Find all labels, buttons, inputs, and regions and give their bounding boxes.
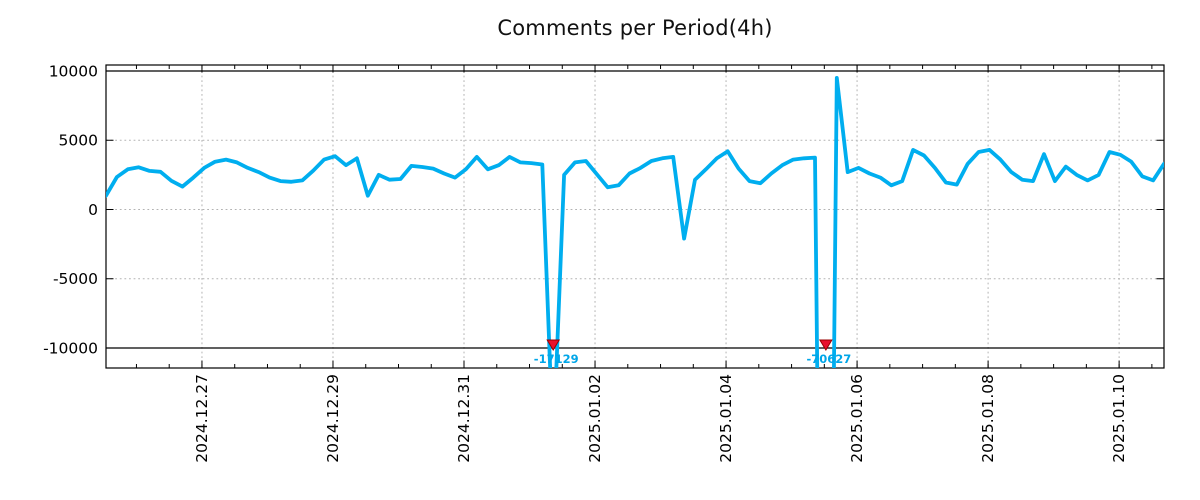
x-tick-label: 2024.12.31 <box>455 374 473 463</box>
y-tick-label: 0 <box>88 201 98 219</box>
y-tick-label: 10000 <box>49 62 98 80</box>
y-tick-label: -10000 <box>43 339 98 357</box>
x-tick-label: 2025.01.02 <box>586 374 604 463</box>
x-tick-label: 2024.12.29 <box>324 374 342 463</box>
plot-frame <box>105 64 1165 369</box>
x-tick-label: 2025.01.08 <box>979 374 997 463</box>
y-tick-label: -5000 <box>53 270 98 288</box>
y-tick-label: 5000 <box>59 132 98 150</box>
chart-title: Comments per Period(4h) <box>497 16 773 40</box>
x-tick-label: 2025.01.04 <box>717 374 735 463</box>
x-tick-label: 2025.01.06 <box>848 374 866 463</box>
annotation-label: -70627 <box>806 352 851 366</box>
x-tick-label: 2025.01.10 <box>1110 374 1128 463</box>
min-marker-icon <box>546 339 561 351</box>
series-line <box>106 76 1164 368</box>
x-tick-label: 2024.12.27 <box>193 374 211 463</box>
annotation-label: -17129 <box>534 352 579 366</box>
min-marker-icon <box>818 339 833 351</box>
